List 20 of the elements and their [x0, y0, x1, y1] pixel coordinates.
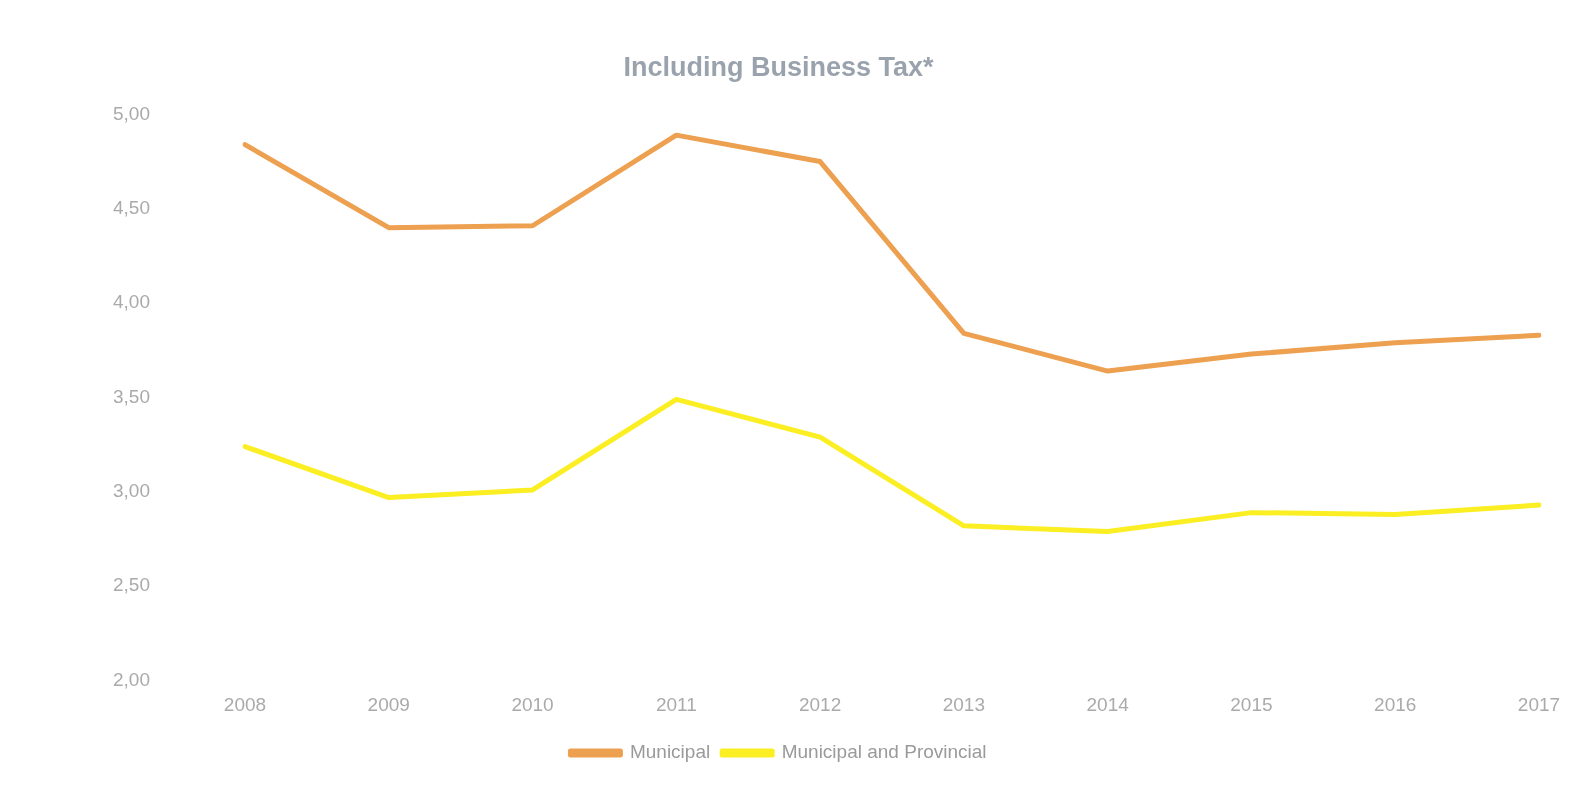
- x-tick-label: 2009: [367, 694, 410, 716]
- y-tick-label: 2,00: [113, 668, 150, 690]
- x-tick-label: 2008: [223, 694, 267, 716]
- y-tick-label: 3,00: [113, 480, 150, 502]
- legend-label: Municipal: [629, 741, 711, 763]
- x-tick-label: 2012: [798, 694, 842, 716]
- x-tick-label: 2017: [1517, 694, 1561, 716]
- x-tick-label: 2015: [1230, 694, 1273, 716]
- x-tick-label: 2016: [1374, 694, 1417, 716]
- y-tick-label: 4,00: [113, 291, 150, 313]
- x-tick-label: 2011: [655, 694, 697, 716]
- x-tick-label: 2013: [942, 694, 986, 716]
- x-tick-label: 2010: [511, 694, 554, 716]
- chart-title: Including Business Tax*: [623, 51, 935, 82]
- y-tick-label: 4,50: [113, 197, 150, 218]
- y-tick-label: 2,50: [113, 574, 150, 596]
- y-tick-label: 5,00: [113, 102, 150, 124]
- x-tick-label: 2014: [1086, 694, 1130, 716]
- legend-label: Municipal and Provincial: [781, 741, 987, 763]
- y-tick-label: 3,50: [113, 385, 150, 407]
